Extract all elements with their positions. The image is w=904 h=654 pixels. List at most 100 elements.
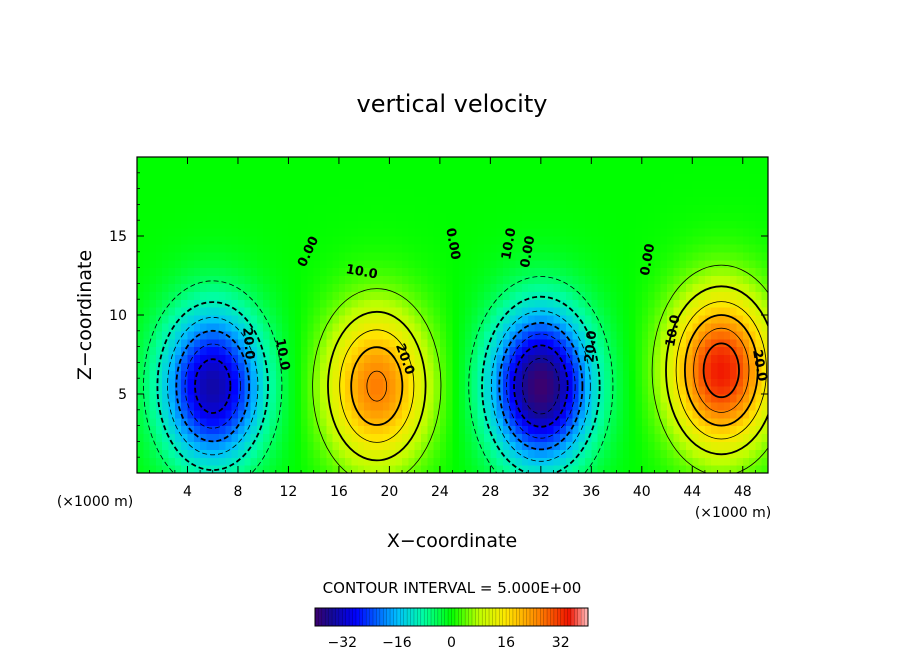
heatmap-cell: [294, 338, 302, 348]
heatmap-cell: [263, 180, 271, 190]
heatmap-cell: [370, 425, 378, 435]
heatmap-cell: [376, 243, 384, 253]
heatmap-cell: [742, 172, 750, 182]
heatmap-cell: [200, 409, 208, 419]
heatmap-cell: [250, 172, 258, 182]
heatmap-cell: [301, 346, 308, 356]
heatmap-cell: [534, 188, 542, 198]
heatmap-cell: [338, 204, 346, 213]
heatmap-cell: [521, 315, 529, 324]
heatmap-cell: [559, 330, 567, 340]
heatmap-cell: [667, 307, 674, 316]
heatmap-cell: [452, 228, 460, 237]
colorbar-swatch: [349, 608, 353, 626]
heatmap-cell: [566, 425, 573, 435]
heatmap-cell: [307, 315, 315, 324]
heatmap-cell: [667, 283, 674, 292]
heatmap-cell: [515, 315, 523, 324]
heatmap-cell: [162, 362, 170, 371]
heatmap-cell: [332, 283, 340, 292]
heatmap-cell: [143, 354, 151, 363]
heatmap-cell: [730, 401, 738, 411]
heatmap-cell: [629, 409, 637, 419]
heatmap-cell: [427, 386, 435, 395]
heatmap-cell: [256, 354, 264, 363]
heatmap-cell: [137, 172, 144, 182]
heatmap-cell: [704, 362, 712, 371]
heatmap-cell: [332, 243, 340, 253]
heatmap-cell: [673, 283, 681, 292]
heatmap-cell: [484, 449, 491, 458]
heatmap-cell: [749, 449, 756, 458]
heatmap-cell: [591, 196, 599, 205]
heatmap-cell: [679, 449, 687, 458]
heatmap-cell: [559, 354, 567, 363]
heatmap-cell: [420, 307, 428, 316]
heatmap-cell: [288, 338, 296, 348]
heatmap-cell: [553, 259, 561, 269]
heatmap-cell: [610, 378, 618, 387]
heatmap-cell: [597, 370, 605, 379]
heatmap-cell: [174, 188, 182, 198]
heatmap-cell: [490, 425, 498, 435]
heatmap-cell: [433, 457, 441, 466]
heatmap-cell: [465, 251, 473, 261]
heatmap-cell: [578, 338, 586, 348]
heatmap-cell: [723, 330, 731, 340]
colorbar-swatch: [369, 608, 374, 626]
heatmap-cell: [452, 386, 460, 395]
heatmap-cell: [685, 228, 693, 237]
heatmap-cell: [288, 378, 296, 387]
heatmap-cell: [364, 157, 372, 166]
heatmap-cell: [711, 212, 719, 221]
heatmap-cell: [496, 204, 504, 213]
heatmap-cell: [704, 457, 712, 466]
heatmap-cell: [149, 267, 157, 277]
heatmap-cell: [723, 441, 731, 450]
colorbar-swatch: [536, 608, 541, 626]
heatmap-cell: [263, 346, 271, 356]
heatmap-cell: [420, 204, 428, 213]
heatmap-cell: [490, 236, 498, 245]
heatmap-cell: [357, 457, 365, 466]
heatmap-cell: [603, 322, 611, 332]
heatmap-cell: [193, 362, 201, 371]
heatmap-cell: [370, 172, 378, 182]
heatmap-cell: [597, 164, 605, 174]
heatmap-cell: [187, 243, 195, 253]
heatmap-cell: [603, 172, 611, 182]
heatmap-cell: [275, 394, 283, 403]
heatmap-cell: [559, 196, 567, 205]
heatmap-cell: [364, 275, 372, 284]
heatmap-cell: [439, 449, 447, 458]
heatmap-cell: [509, 354, 517, 363]
heatmap-cell: [237, 370, 245, 379]
heatmap-cell: [237, 346, 245, 356]
heatmap-cell: [698, 465, 706, 473]
heatmap-cell: [559, 409, 567, 419]
heatmap-cell: [174, 220, 182, 229]
heatmap-cell: [547, 441, 555, 450]
heatmap-cell: [465, 417, 473, 427]
heatmap-cell: [402, 172, 409, 182]
heatmap-cell: [376, 409, 384, 419]
heatmap-cell: [168, 236, 176, 245]
heatmap-cell: [187, 449, 195, 458]
heatmap-cell: [351, 409, 359, 419]
heatmap-cell: [395, 212, 403, 221]
heatmap-cell: [484, 465, 491, 473]
x-tick-label: 12: [280, 484, 298, 500]
heatmap-cell: [629, 275, 637, 284]
heatmap-cell: [212, 362, 220, 371]
heatmap-cell: [635, 425, 643, 435]
heatmap-cell: [219, 433, 226, 442]
contour-label: 20.0: [582, 330, 600, 363]
heatmap-cell: [433, 386, 441, 395]
heatmap-cell: [446, 251, 454, 261]
heatmap-cell: [256, 401, 264, 411]
heatmap-cell: [338, 441, 346, 450]
heatmap-cell: [427, 267, 435, 277]
heatmap-cell: [572, 228, 580, 237]
heatmap-cell: [622, 196, 630, 205]
heatmap-cell: [452, 291, 460, 300]
